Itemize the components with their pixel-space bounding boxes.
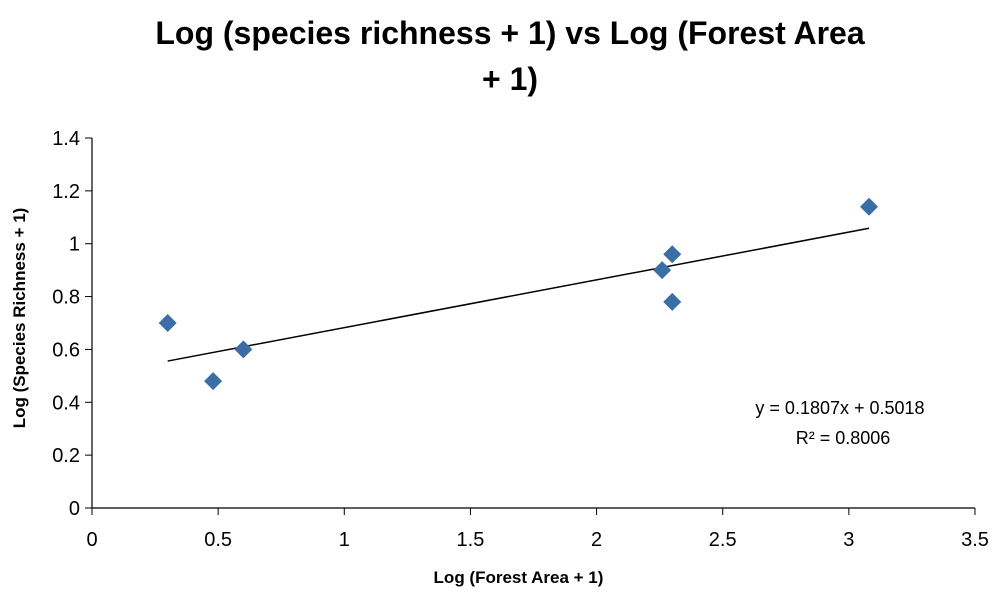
- y-tick-label: 1.2: [52, 181, 80, 203]
- y-tick-label: 1.4: [52, 128, 80, 150]
- y-tick-label: 0.4: [52, 392, 80, 414]
- y-tick-label: 0.8: [52, 287, 80, 309]
- data-point: [860, 197, 879, 216]
- data-point: [158, 314, 177, 332]
- x-tick-label: 0.5: [204, 529, 232, 551]
- chart-title-line1: Log (species richness + 1) vs Log (Fores…: [155, 15, 865, 51]
- chart-title-line2: + 1): [481, 61, 539, 97]
- data-point: [653, 261, 672, 280]
- data-point: [204, 372, 223, 391]
- x-tick-label: 2.5: [709, 529, 737, 551]
- r-squared-value: R² = 0.8006: [796, 428, 891, 448]
- x-tick-label: 2: [591, 529, 602, 551]
- y-tick-label: 0: [69, 498, 80, 520]
- data-point: [663, 245, 682, 264]
- x-tick-label: 3.5: [961, 529, 989, 551]
- y-tick-label: 1: [69, 234, 80, 256]
- trendline: [167, 227, 870, 362]
- y-tick-label: 0.6: [52, 339, 80, 361]
- chart-title: Log (species richness + 1) vs Log (Fores…: [60, 10, 960, 102]
- x-axis-title: Log (Forest Area + 1): [434, 568, 604, 587]
- x-tick-label: 1: [339, 529, 350, 551]
- y-axis-title: Log (Species Richness + 1): [10, 208, 29, 429]
- trendline-equation: y = 0.1807x + 0.5018: [755, 398, 924, 418]
- x-tick-label: 0: [86, 529, 97, 551]
- y-tick-label: 0.2: [52, 445, 80, 467]
- data-point: [234, 340, 253, 359]
- x-tick-label: 3: [843, 529, 854, 551]
- x-tick-label: 1.5: [457, 529, 485, 551]
- data-point: [663, 292, 682, 311]
